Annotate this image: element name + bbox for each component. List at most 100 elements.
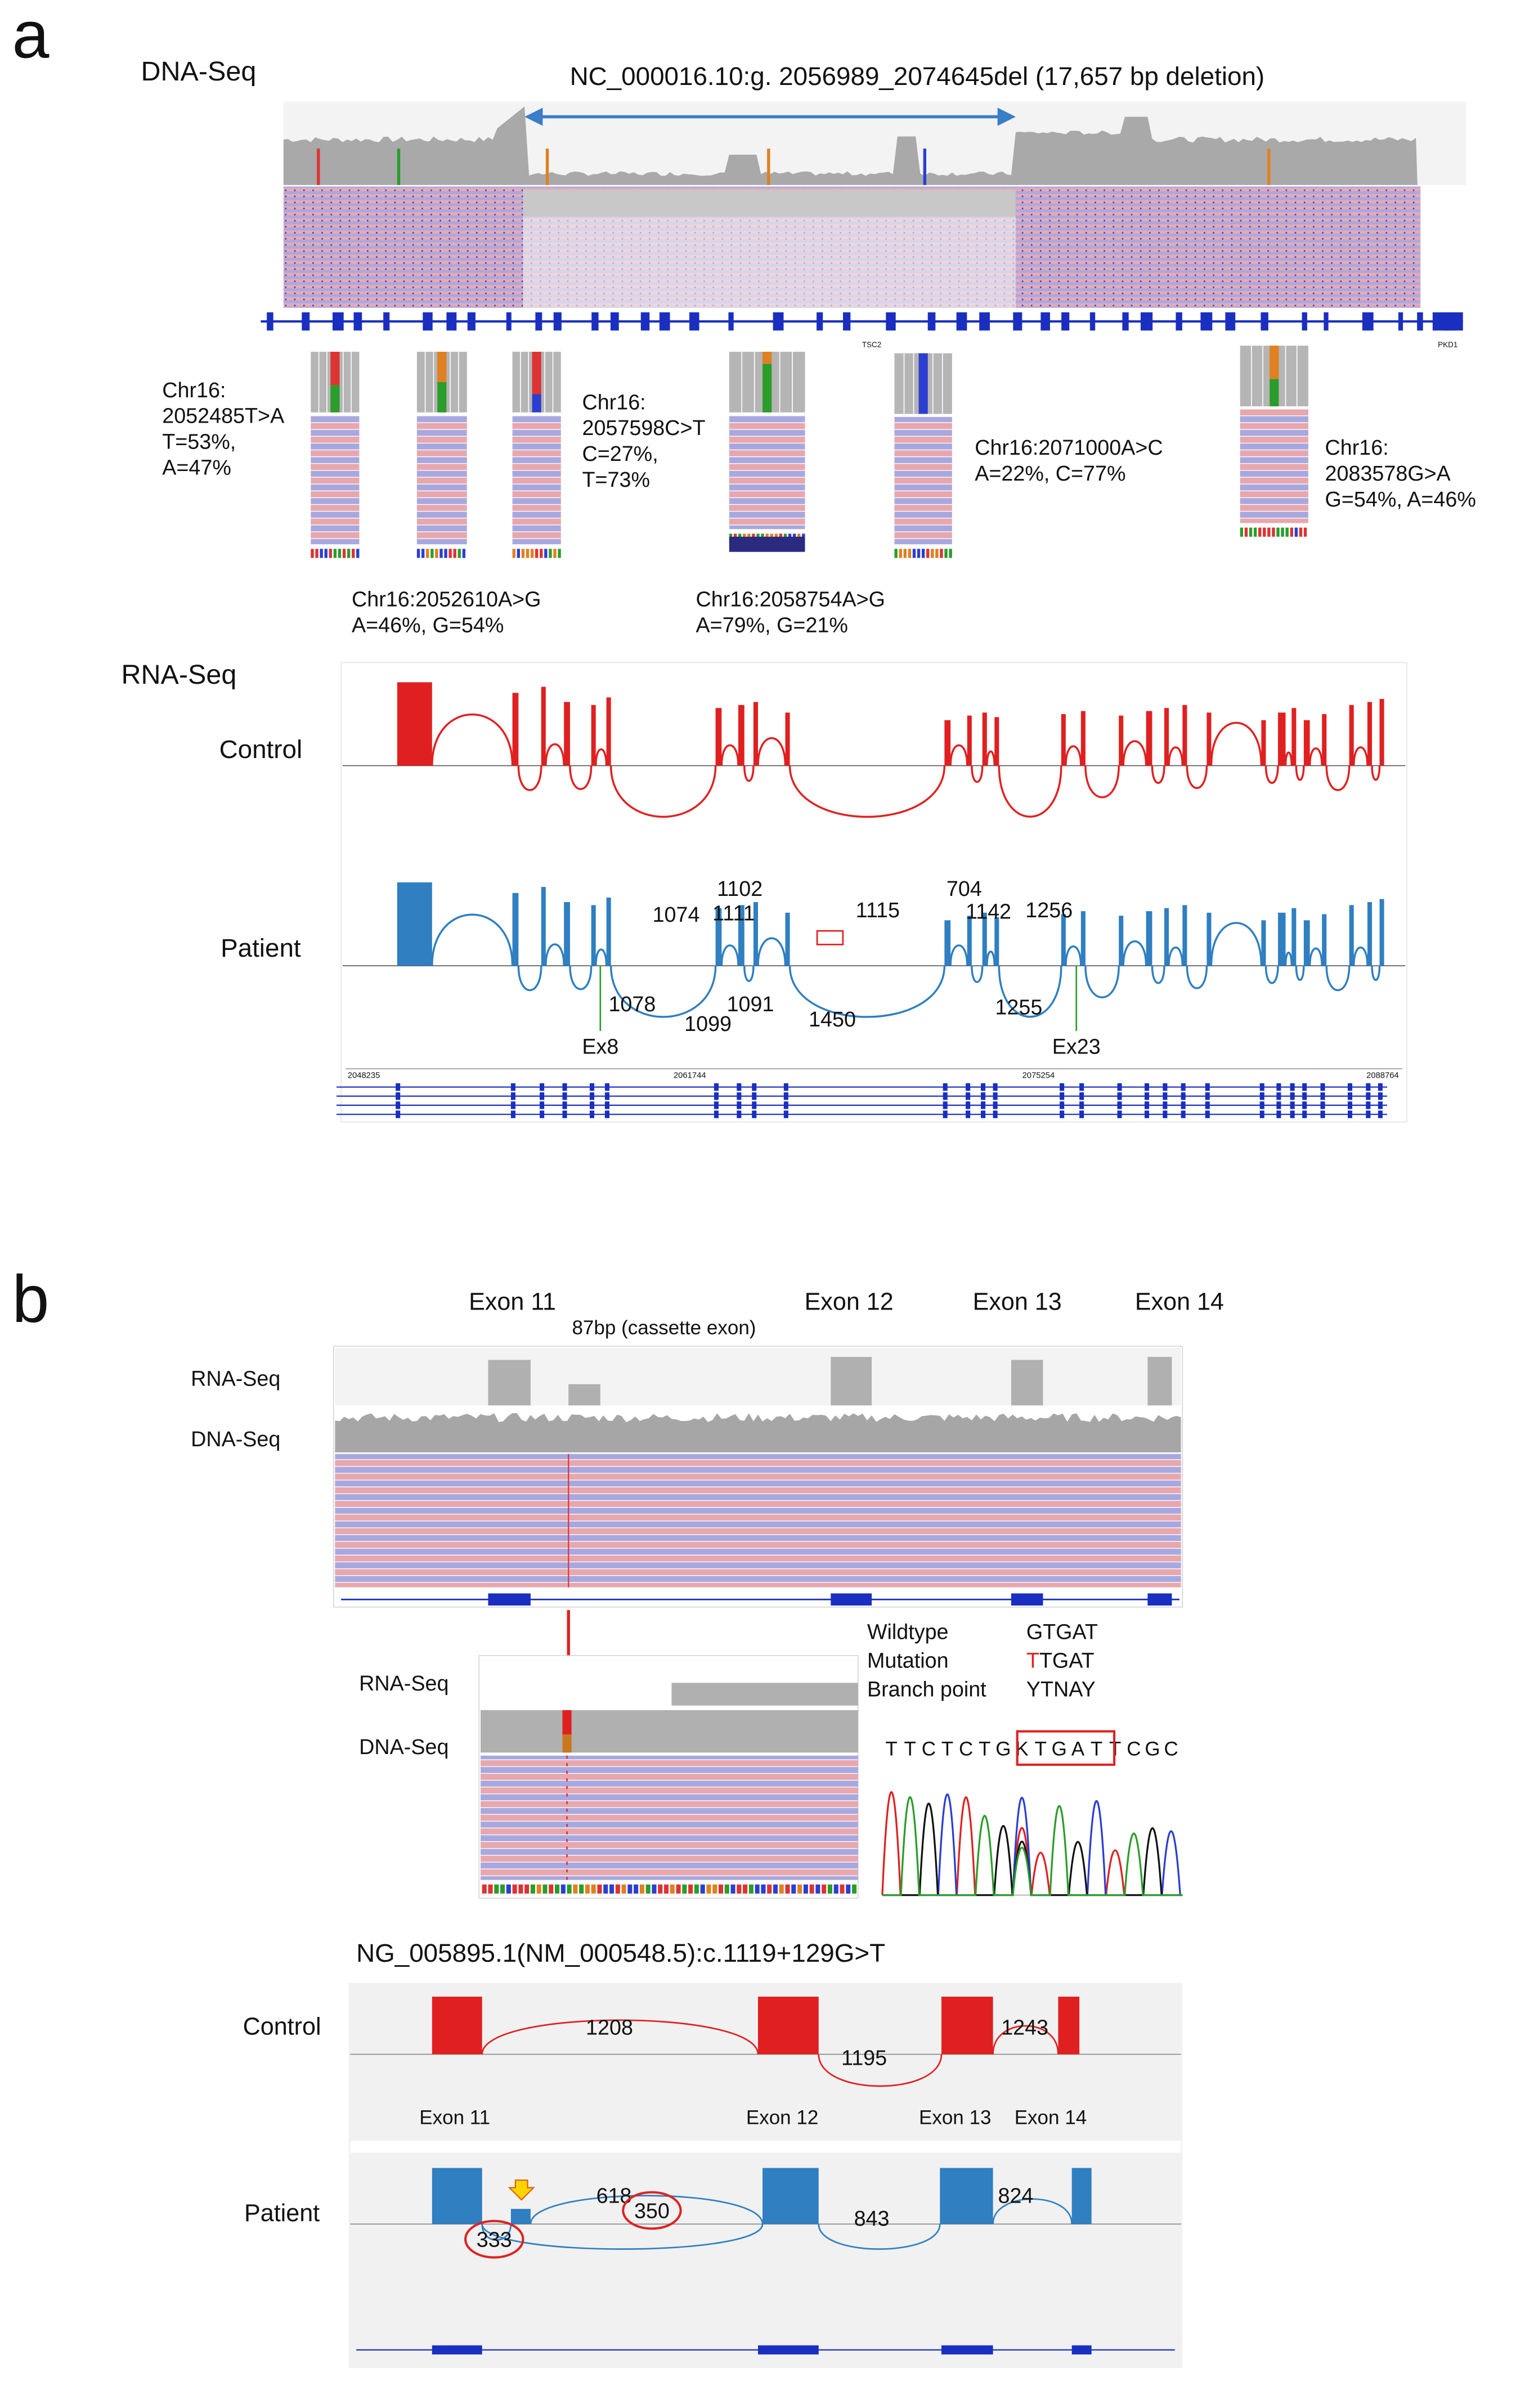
base <box>748 1884 753 1894</box>
junction-arc <box>1084 765 1120 799</box>
base <box>935 549 939 558</box>
junction-arc <box>992 2025 1059 2055</box>
base <box>1272 527 1275 537</box>
exon <box>302 312 310 331</box>
exon <box>589 1101 595 1109</box>
exon-label: Exon 13 <box>919 2106 992 2128</box>
base <box>1263 527 1266 537</box>
junction-arc <box>971 765 984 783</box>
exon <box>1181 1092 1186 1100</box>
exon-coverage <box>1182 705 1187 766</box>
base <box>712 1884 717 1894</box>
yellow-arrow <box>508 2179 535 2201</box>
exon-coverage <box>1080 711 1086 766</box>
exon-mark: Ex23 <box>1052 1034 1101 1058</box>
exon <box>1117 1101 1122 1109</box>
base <box>797 1884 802 1894</box>
exon-coverage <box>1146 911 1152 966</box>
base <box>356 549 360 558</box>
exon-coverage <box>994 917 999 966</box>
base <box>1299 527 1303 537</box>
exon <box>1011 1593 1043 1606</box>
junction-arc <box>992 2198 1073 2225</box>
highlight-circle <box>622 2191 682 2230</box>
exon-coverage <box>1119 715 1124 766</box>
reads <box>335 1454 1181 1588</box>
coordinate: 2061744 <box>674 1071 706 1080</box>
aa-track <box>729 536 805 552</box>
table-value: GTGAT <box>1026 1620 1098 1643</box>
exon <box>1259 1092 1264 1100</box>
base <box>852 1884 857 1894</box>
exon <box>773 312 784 331</box>
exon <box>752 1110 757 1118</box>
junction-count: 333 <box>477 2228 512 2252</box>
base <box>462 549 466 558</box>
exon <box>432 2345 482 2355</box>
exon <box>966 1101 971 1109</box>
snippet-reads <box>729 415 805 530</box>
rna-coverage <box>671 1683 858 1706</box>
exon-coverage <box>1278 712 1286 766</box>
exon <box>589 1092 595 1100</box>
exon-coverage <box>512 693 519 766</box>
base-call: T <box>1034 1738 1046 1760</box>
exon-coverage <box>1322 914 1327 966</box>
exon-label: Exon 14 <box>1135 1289 1224 1316</box>
base <box>815 1884 820 1894</box>
allele-bar <box>532 394 541 412</box>
base <box>421 549 425 558</box>
junction-count: 1102 <box>717 877 763 900</box>
exon <box>1163 1101 1168 1109</box>
exon <box>1302 1083 1307 1091</box>
exon-coverage <box>1261 720 1266 766</box>
exon <box>783 1101 788 1109</box>
exon-coverage <box>994 717 999 766</box>
junction-count: 1111 <box>712 901 755 925</box>
exon <box>1079 1083 1084 1091</box>
junction-arc <box>481 2223 764 2250</box>
exon <box>1060 1083 1065 1091</box>
base <box>338 549 342 558</box>
exon <box>1163 1092 1168 1100</box>
variant-label: T=73% <box>582 468 650 491</box>
rna-coverage <box>1011 1360 1043 1406</box>
exon <box>267 312 273 331</box>
junction-arc <box>986 750 996 766</box>
exon <box>1324 312 1329 331</box>
exon <box>1259 1110 1264 1118</box>
exon <box>540 1083 545 1091</box>
junction-arc <box>1295 765 1305 781</box>
exon <box>396 1101 401 1109</box>
exon <box>488 1593 531 1606</box>
base <box>342 549 346 558</box>
exon <box>1147 1593 1172 1606</box>
junction-arc <box>1264 765 1279 784</box>
rna-coverage <box>831 1357 872 1406</box>
exon <box>1079 1092 1084 1100</box>
exon <box>1144 1101 1150 1109</box>
exon <box>1366 1083 1371 1091</box>
exon <box>831 1593 872 1606</box>
junction-arc <box>1168 947 1184 966</box>
junction-arc <box>481 2224 512 2241</box>
junction-arc <box>609 765 717 818</box>
exon <box>1140 312 1153 331</box>
highlight-box <box>816 930 844 945</box>
exon-coverage <box>944 720 951 766</box>
track-label: Control <box>219 735 303 764</box>
exon <box>1347 1092 1353 1100</box>
base <box>555 1884 560 1894</box>
exon-coverage <box>1349 705 1354 766</box>
base <box>506 1884 511 1894</box>
exon <box>941 2345 993 2355</box>
exon <box>1378 1101 1383 1109</box>
junction-arc <box>517 765 542 791</box>
exon-label: Exon 12 <box>805 1289 894 1316</box>
exon-coverage <box>1071 2168 1092 2225</box>
base <box>448 549 452 558</box>
exon-mark: Ex8 <box>582 1034 618 1058</box>
section-title: RNA-Seq <box>122 660 237 690</box>
allele-bar <box>397 149 401 185</box>
exon <box>966 1110 971 1118</box>
